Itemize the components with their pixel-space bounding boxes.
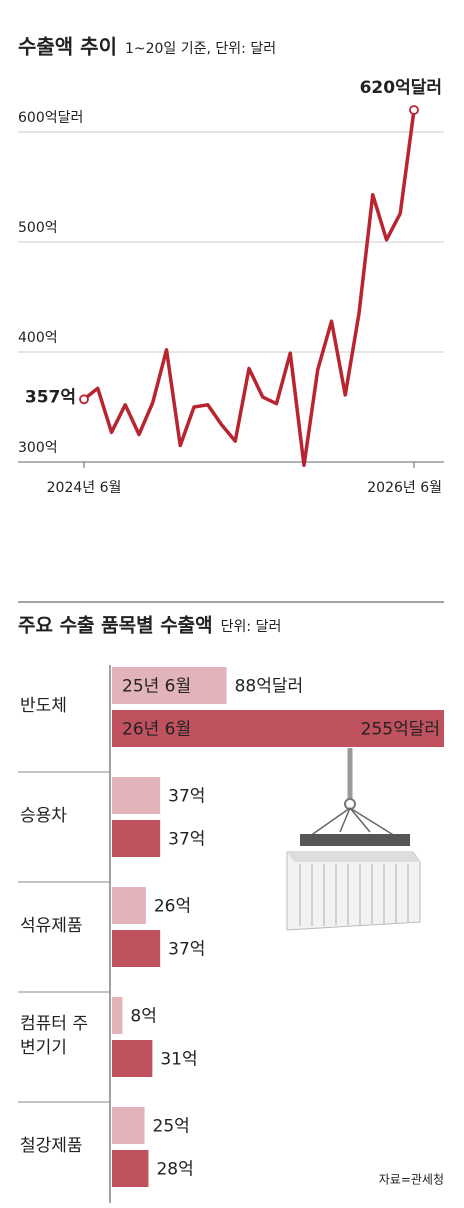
container-illustration xyxy=(286,748,421,931)
value-label: 37억 xyxy=(168,787,205,807)
bar xyxy=(112,997,123,1034)
value-label: 37억 xyxy=(168,940,205,960)
y-tick-label: 400억 xyxy=(18,330,58,346)
category-label: 철강제품 xyxy=(20,1136,83,1156)
value-label: 8억 xyxy=(130,1007,156,1027)
y-tick-label: 300억 xyxy=(18,440,58,456)
end-marker xyxy=(409,105,419,115)
bar xyxy=(112,930,161,967)
value-label: 31억 xyxy=(160,1050,197,1070)
category-label: 승용차 xyxy=(20,806,67,826)
x-tick-label: 2024년 6월 xyxy=(47,480,122,496)
chart-subtitle: 단위: 달러 xyxy=(221,619,282,635)
bar xyxy=(112,1150,149,1187)
value-label: 28억 xyxy=(156,1160,193,1180)
category-label: 석유제품 xyxy=(20,916,83,936)
y-tick-label: 600억달러 xyxy=(18,110,83,126)
x-tick-label: 2026년 6월 xyxy=(367,480,442,496)
bar xyxy=(112,777,161,814)
category-label: 컴퓨터 주변기기 xyxy=(20,1014,88,1058)
bar xyxy=(112,667,227,704)
value-label: 37억 xyxy=(168,830,205,850)
legend-label: 25년 6월 xyxy=(122,677,191,697)
bar xyxy=(112,820,161,857)
category-label: 반도체 xyxy=(20,696,67,716)
legend-label: 26년 6월 xyxy=(122,720,191,740)
value-label: 255억달러 xyxy=(361,720,440,740)
end-label: 620억달러 xyxy=(360,77,442,98)
bar xyxy=(112,1040,153,1077)
chart-title: 주요 수출 품목별 수출액 xyxy=(18,615,213,637)
line xyxy=(82,109,416,468)
end-marker xyxy=(79,394,89,405)
chart-title: 수출액 추이 xyxy=(18,35,117,59)
start-label: 357억 xyxy=(25,387,76,407)
chart-subtitle: 1~20일 기준, 단위: 달러 xyxy=(125,41,276,57)
bar xyxy=(112,710,444,747)
value-label: 26억 xyxy=(154,897,191,917)
value-label: 25억 xyxy=(153,1117,190,1137)
value-label: 88억달러 xyxy=(235,677,304,697)
y-tick-label: 500억 xyxy=(18,220,58,236)
bar xyxy=(112,1107,145,1144)
source: 자료=관세청 xyxy=(379,1173,444,1187)
bar xyxy=(112,887,146,924)
